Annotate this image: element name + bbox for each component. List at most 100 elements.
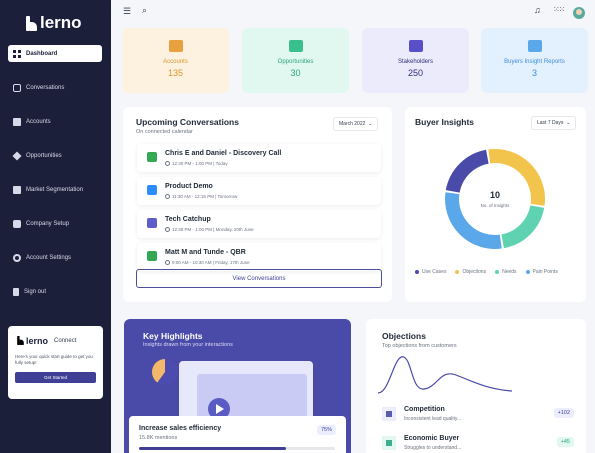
stat-value: 3 xyxy=(531,68,537,78)
period-filter-dropdown[interactable]: Last 7 Days ⌄ xyxy=(531,116,577,130)
conversation-title: Product Demo xyxy=(165,183,213,190)
upcoming-conversations-card: Upcoming Conversations On connected cale… xyxy=(123,107,392,302)
highlight-progress-bar xyxy=(139,447,335,450)
sidebar-item-account-settings[interactable]: Account Settings xyxy=(8,249,102,266)
objections-card: Objections Top objections from customers… xyxy=(366,319,586,453)
search-icon[interactable]: ⌕ xyxy=(142,5,148,15)
connect-title: Connect xyxy=(54,337,77,344)
conversation-time: 12:30 PM - 1:00 PM | Monday, 20th June xyxy=(165,227,254,232)
sidebar-item-label: Sign out xyxy=(24,288,47,295)
connect-brand: lerno xyxy=(26,335,49,346)
legend-swatch xyxy=(455,270,460,274)
avatar[interactable] xyxy=(573,7,585,19)
apps-grid-icon[interactable]: ⁙⁙ xyxy=(553,5,565,14)
highlight-mentions: 15.8K mentions xyxy=(139,435,178,441)
building-icon xyxy=(13,219,21,228)
stat-card-buyers-insight-reports[interactable]: Buyers Insight Reports 3 xyxy=(481,28,588,93)
get-started-button[interactable]: Get Started xyxy=(15,372,96,383)
conversation-time: 9:00 AM - 10:30 AM | Friday, 17th June xyxy=(165,260,250,265)
bell-icon[interactable]: ♫ xyxy=(534,5,541,15)
buyer-insights-card: Buyer Insights Last 7 Days ⌄ 10 No. of I… xyxy=(405,107,586,302)
donut-center-value: 10 xyxy=(490,190,500,200)
card-title: Objections xyxy=(382,331,426,341)
conversation-title: Matt M and Tunde - QBR xyxy=(165,249,246,256)
sidebar-item-company-setup[interactable]: Company Setup xyxy=(8,215,102,232)
conversation-title: Chris E and Daniel - Discovery Call xyxy=(165,150,282,157)
conversation-time: 12:30 PM - 1:00 PM | Today xyxy=(165,161,228,166)
donut-segment-pain-points[interactable] xyxy=(445,192,502,249)
logout-icon xyxy=(13,287,19,296)
legend-item[interactable]: Pain Points xyxy=(525,269,558,275)
chart-legend: Use Cases Objections Needs Pain Points xyxy=(415,269,567,275)
legend-item[interactable]: Objections xyxy=(455,269,486,275)
legend-label: Needs xyxy=(502,269,517,275)
sidebar-item-conversations[interactable]: Conversations xyxy=(8,79,102,96)
legend-swatch xyxy=(525,270,530,274)
legend-item[interactable]: Use Cases xyxy=(415,269,446,275)
legend-label: Objections xyxy=(462,269,487,275)
objection-count-badge: +45 xyxy=(556,437,574,447)
objection-item[interactable]: Economic Buyer Struggles to understand..… xyxy=(382,432,574,453)
dropdown-value: March 2022 xyxy=(339,121,366,127)
chevron-down-icon: ⌄ xyxy=(366,121,373,127)
buyer-insights-donut-chart: 10 No. of Insights xyxy=(445,149,545,249)
month-filter-dropdown[interactable]: March 2022 ⌄ xyxy=(333,117,379,131)
dropdown-value: Last 7 Days xyxy=(537,120,564,126)
sidebar-item-market-segmentation[interactable]: Market Segmentation xyxy=(8,181,102,198)
clock-icon xyxy=(165,161,170,166)
stat-label: Opportunities xyxy=(277,59,314,65)
id-card-icon xyxy=(13,185,21,194)
clock-icon xyxy=(165,227,170,232)
google-meet-icon xyxy=(147,152,157,162)
highlight-item[interactable]: Increase sales efficiency 15.8K mentions… xyxy=(129,416,346,453)
objection-item[interactable]: Competition Inconsistent lead quality...… xyxy=(382,403,574,425)
conversation-item[interactable]: Tech Catchup 12:30 PM - 1:00 PM | Monday… xyxy=(137,210,381,238)
stat-card-stakeholders[interactable]: Stakeholders 250 xyxy=(362,28,469,93)
objection-subtitle: Struggles to understand... xyxy=(404,445,462,451)
diamond-icon xyxy=(288,40,303,52)
sidebar-nav: Dashboard Conversations Accounts Opportu… xyxy=(8,45,102,317)
conversation-item[interactable]: Matt M and Tunde - QBR 9:00 AM - 10:30 A… xyxy=(137,243,381,271)
conversation-time-text: 9:00 AM - 10:30 AM | Friday, 17th June xyxy=(172,260,250,265)
stat-card-accounts[interactable]: Accounts 135 xyxy=(122,28,229,93)
grip-icon xyxy=(382,436,396,450)
sidebar-item-opportunities[interactable]: Opportunities xyxy=(8,147,102,164)
card-title: Upcoming Conversations xyxy=(136,117,239,127)
sidebar-item-accounts[interactable]: Accounts xyxy=(8,113,102,130)
conversation-time-text: 11:30 AM - 12:15 PM | Tomorrow xyxy=(172,194,238,199)
sidebar-item-label: Conversations xyxy=(26,84,65,91)
brand-logo[interactable]: lerno xyxy=(26,13,82,33)
stat-card-opportunities[interactable]: Opportunities 30 xyxy=(242,28,349,93)
card-subtitle: Top objections from customers xyxy=(382,343,457,349)
conversation-title: Tech Catchup xyxy=(165,216,211,223)
view-conversations-button[interactable]: View Conversations xyxy=(136,269,382,288)
clock-icon xyxy=(165,260,170,265)
connect-header: lerno Connect xyxy=(15,333,96,348)
donut-segment-needs[interactable] xyxy=(501,205,545,249)
sidebar-item-sign-out[interactable]: Sign out xyxy=(8,283,102,300)
sidebar-item-label: Market Segmentation xyxy=(26,186,84,193)
highlight-title: Increase sales efficiency xyxy=(139,425,222,432)
brand-name: lerno xyxy=(40,13,82,32)
sidebar: lerno Dashboard Conversations Accounts O… xyxy=(0,0,111,453)
hamburger-menu-icon[interactable]: ☰ xyxy=(123,6,132,16)
pie-illustration-icon xyxy=(152,359,178,385)
chevron-down-icon: ⌄ xyxy=(564,120,571,126)
connect-text: Here's your quick start guide to get you… xyxy=(15,354,93,365)
stat-label: Accounts xyxy=(163,59,188,65)
grid-icon xyxy=(13,49,21,58)
legend-label: Use Cases xyxy=(422,269,447,275)
donut-segment-use-cases[interactable] xyxy=(445,149,489,193)
donut-segment-objections[interactable] xyxy=(488,149,545,206)
sidebar-item-dashboard[interactable]: Dashboard xyxy=(8,45,102,62)
briefcase-icon xyxy=(168,40,183,52)
legend-item[interactable]: Needs xyxy=(495,269,517,275)
conversation-item[interactable]: Product Demo 11:30 AM - 12:15 PM | Tomor… xyxy=(137,177,381,205)
conversation-time-text: 12:30 PM - 1:00 PM | Today xyxy=(172,161,228,166)
conversation-item[interactable]: Chris E and Daniel - Discovery Call 12:3… xyxy=(137,144,381,172)
highlight-percent-badge: 75% xyxy=(316,425,336,435)
conversation-time: 11:30 AM - 12:15 PM | Tomorrow xyxy=(165,194,237,199)
sidebar-item-label: Account Settings xyxy=(26,254,72,261)
card-title: Key Highlights xyxy=(143,331,203,341)
play-icon[interactable] xyxy=(208,398,230,420)
